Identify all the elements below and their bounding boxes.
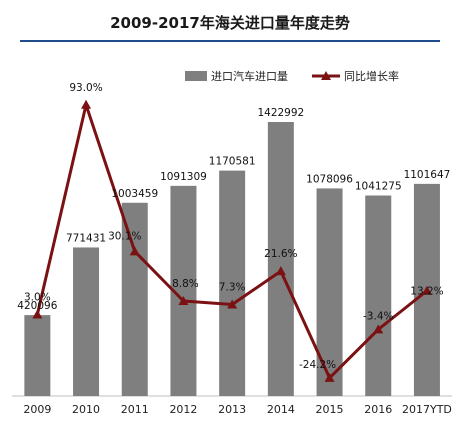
growth-rate-point-2013: [227, 299, 238, 309]
growth-rate-label-2010: 93.0%: [69, 82, 102, 94]
growth-rate-point-2011: [129, 246, 140, 256]
x-tick-label-2012: 2012: [169, 403, 197, 416]
growth-rate-point-2014: [275, 266, 286, 276]
growth-rate-label-2015: -24.2%: [299, 359, 336, 371]
legend-label-line: 同比增长率: [344, 69, 399, 83]
growth-rate-point-2009: [32, 309, 43, 319]
x-tick-label-2014: 2014: [267, 403, 295, 416]
bar-value-label-2012: 1091309: [160, 171, 207, 183]
bar-2010: [73, 247, 100, 396]
x-tick-label-2015: 2015: [316, 403, 344, 416]
growth-rate-label-2009: 3.0%: [24, 292, 51, 304]
growth-rate-point-2017YTD: [421, 285, 432, 295]
bar-value-label-2009: 420096: [17, 300, 57, 312]
x-tick-label-2010: 2010: [72, 403, 100, 416]
growth-rate-label-2013: 7.3%: [219, 281, 246, 293]
legend-marker-line: [321, 71, 331, 80]
bar-value-label-2017YTD: 1101647: [404, 169, 451, 181]
bar-2013: [219, 170, 246, 396]
bar-2016: [365, 195, 392, 396]
growth-rate-label-2014: 21.6%: [264, 248, 297, 260]
x-tick-label-2009: 2009: [23, 403, 51, 416]
bar-value-label-2016: 1041275: [355, 181, 402, 193]
title-divider: [20, 40, 440, 42]
growth-rate-label-2012: 8.8%: [172, 278, 199, 290]
growth-rate-point-2010: [81, 99, 92, 109]
growth-rate-point-2015: [324, 372, 335, 382]
x-tick-label-2013: 2013: [218, 403, 246, 416]
growth-rate-label-2011: 30.1%: [108, 230, 141, 242]
x-tick-label-2016: 2016: [364, 403, 392, 416]
growth-rate-point-2012: [178, 295, 189, 305]
growth-rate-label-2017YTD: 13.2%: [410, 286, 443, 298]
chart-title: 2009-2017年海关进口量年度走势: [110, 13, 350, 32]
growth-rate-label-2016: -3.4%: [363, 310, 393, 322]
bar-value-label-2014: 1422992: [257, 107, 304, 119]
bar-value-label-2011: 1003459: [111, 188, 158, 200]
bar-2014: [267, 122, 294, 396]
growth-rate-point-2016: [373, 324, 384, 334]
legend-label-bar: 进口汽车进口量: [211, 69, 288, 83]
bar-value-label-2015: 1078096: [306, 173, 353, 185]
x-tick-label-2017YTD: 2017YTD: [402, 403, 452, 416]
bar-2011: [121, 202, 148, 396]
legend-swatch-bar: [185, 71, 207, 81]
bar-2009: [24, 315, 51, 396]
bar-value-label-2013: 1170581: [209, 156, 256, 168]
x-tick-label-2011: 2011: [121, 403, 149, 416]
bar-value-label-2010: 771431: [66, 232, 106, 244]
